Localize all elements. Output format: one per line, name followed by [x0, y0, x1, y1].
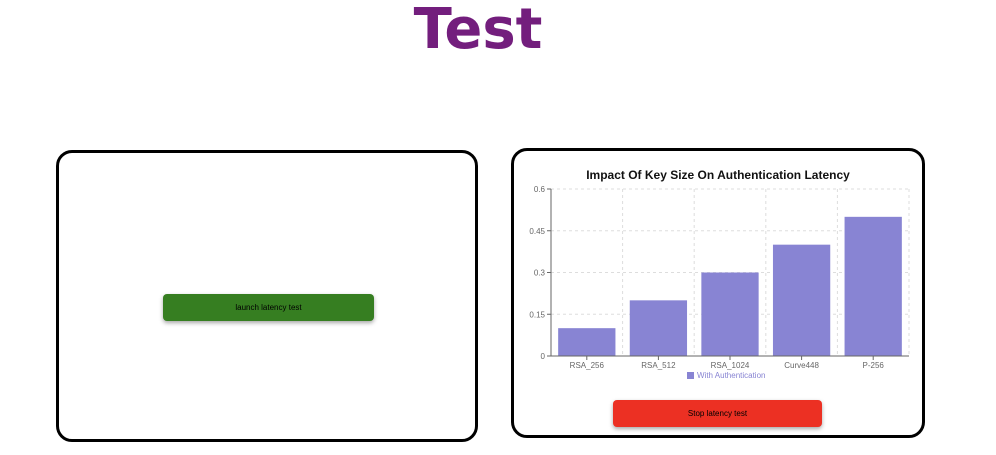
latency-bar-chart: Impact Of Key Size On Authentication Lat…: [529, 168, 910, 380]
bar: [558, 328, 616, 356]
launch-panel: launch latency test: [56, 150, 478, 442]
bar: [629, 300, 688, 356]
bar: [701, 272, 759, 356]
x-tick-label: RSA_1024: [711, 361, 750, 370]
x-tick-label: Curve448: [784, 361, 819, 370]
y-tick-label: 0.45: [529, 227, 545, 236]
stop-latency-test-button[interactable]: Stop latency test: [613, 400, 822, 427]
bar: [844, 216, 902, 356]
bar: [772, 244, 831, 356]
page-title: Test: [413, 0, 543, 62]
x-tick-label: RSA_512: [641, 361, 676, 370]
y-tick-label: 0: [541, 352, 546, 361]
x-tick-label: P-256: [863, 361, 885, 370]
launch-latency-test-button[interactable]: launch latency test: [163, 294, 374, 321]
chart-axes: 0 0.15 0.3 0.45 0.6 RSA_256 RSA_512 RSA_1024 Cur…: [529, 185, 909, 370]
chart-panel: Impact Of Key Size On Authentication Lat…: [511, 148, 925, 438]
y-tick-label: 0.15: [529, 310, 545, 319]
chart-title: Impact Of Key Size On Authentication Lat…: [586, 168, 850, 182]
y-tick-label: 0.6: [534, 185, 546, 194]
chart-legend: With Authentication: [687, 371, 765, 380]
y-tick-label: 0.3: [534, 269, 546, 278]
legend-swatch: [687, 372, 694, 379]
chart-bars: [558, 216, 902, 356]
legend-label: With Authentication: [697, 371, 765, 380]
x-tick-label: RSA_256: [570, 361, 605, 370]
